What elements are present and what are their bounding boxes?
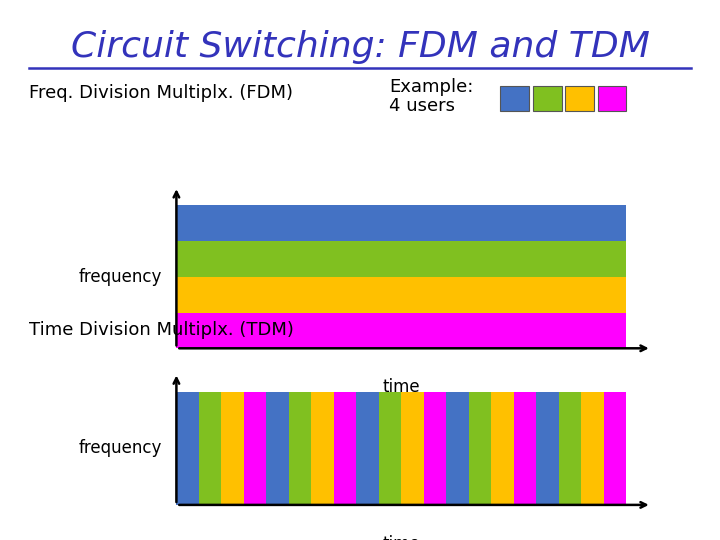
Bar (446, 392, 469, 505)
Text: 4 users: 4 users (389, 97, 455, 115)
Text: Freq. Division Multiplx. (FDM): Freq. Division Multiplx. (FDM) (29, 84, 293, 102)
Bar (176, 313, 626, 348)
Bar (176, 276, 626, 313)
Bar (244, 392, 266, 505)
Text: Time Division Multiplx. (TDM): Time Division Multiplx. (TDM) (29, 321, 294, 339)
Bar (424, 392, 446, 505)
Bar (491, 392, 514, 505)
Bar (533, 86, 562, 111)
Bar (334, 392, 356, 505)
Bar (402, 392, 424, 505)
Text: frequency: frequency (78, 439, 162, 457)
Bar (500, 86, 529, 111)
Bar (536, 392, 559, 505)
Bar (176, 205, 626, 241)
Bar (598, 86, 626, 111)
Text: time: time (382, 535, 420, 540)
Bar (604, 392, 626, 505)
Text: time: time (382, 378, 420, 396)
Bar (176, 392, 199, 505)
Bar (222, 392, 244, 505)
Bar (514, 392, 536, 505)
Bar (469, 392, 491, 505)
Bar (565, 86, 594, 111)
Bar (356, 392, 379, 505)
Bar (311, 392, 334, 505)
Bar (289, 392, 311, 505)
Bar (379, 392, 402, 505)
Bar (582, 392, 604, 505)
Text: Circuit Switching: FDM and TDM: Circuit Switching: FDM and TDM (71, 30, 649, 64)
Bar (266, 392, 289, 505)
Text: Example:: Example: (389, 78, 473, 96)
Bar (559, 392, 582, 505)
Text: frequency: frequency (78, 268, 162, 286)
Bar (199, 392, 222, 505)
Bar (176, 241, 626, 276)
